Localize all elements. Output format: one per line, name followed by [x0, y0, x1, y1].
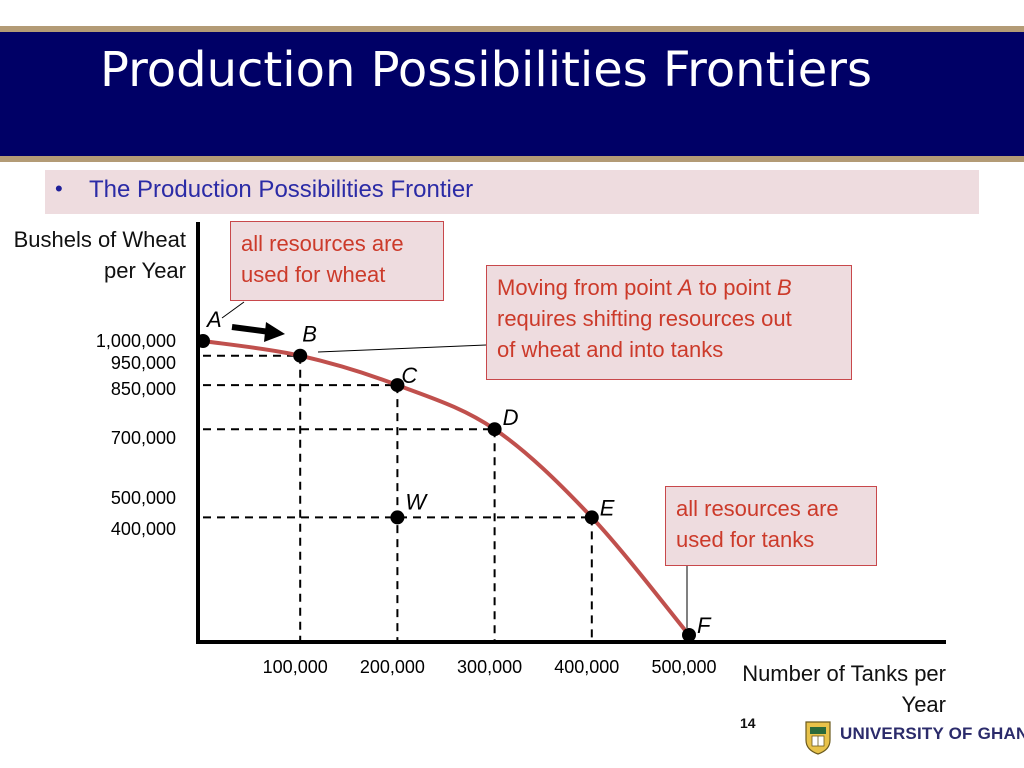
x-tick-0: 100,000 [263, 657, 328, 677]
title-bottom-rule [0, 156, 1024, 162]
point-W [390, 510, 405, 525]
callout-move-line3: of wheat and into tanks [497, 337, 724, 362]
callout-move-line2: requires shifting resources out [497, 306, 792, 331]
leader-wheat [221, 301, 245, 319]
x-tick-labels: 100,000 200,000 300,000 400,000 500,000 [263, 657, 717, 677]
callout-move-point-b: B [777, 275, 792, 300]
callout-move-line1: Moving from point A to point B [497, 272, 841, 303]
x-tick-1: 200,000 [360, 657, 425, 677]
y-tick-4: 500,000 [111, 488, 176, 508]
point-A [196, 334, 210, 348]
point-label-B: B [302, 322, 317, 347]
point-label-F: F [697, 613, 712, 638]
point-label-D: D [503, 405, 519, 430]
y-tick-0: 1,000,000 [96, 331, 176, 351]
point-label-W: W [405, 489, 428, 514]
leader-lines [221, 301, 688, 628]
data-points [196, 334, 696, 642]
point-E [584, 510, 599, 525]
x-tick-3: 400,000 [554, 657, 619, 677]
callout-tanks-line1: all resources are [676, 496, 839, 521]
y-tick-3: 700,000 [111, 428, 176, 448]
x-tick-4: 500,000 [651, 657, 716, 677]
y-axis-label-line2: per Year [104, 258, 186, 283]
callout-move-a-to-b: Moving from point A to point B requires … [486, 265, 852, 380]
y-axis-label-line1: Bushels of Wheat [13, 227, 186, 252]
y-tick-5: 400,000 [111, 519, 176, 539]
callout-all-tanks: all resources are used for tanks [665, 486, 877, 566]
callout-move-point-a: A [677, 275, 693, 300]
university-crest-icon [805, 721, 831, 755]
y-tick-1: 950,000 [111, 353, 176, 373]
page-number: 14 [740, 715, 756, 731]
point-label-C: C [401, 363, 417, 388]
slide-title: Production Possibilities Frontiers [100, 42, 873, 98]
title-band [0, 32, 1024, 156]
point-label-E: E [600, 495, 615, 520]
x-axis-label: Number of Tanks per Year [720, 658, 946, 720]
callout-all-wheat: all resources are used for wheat [230, 221, 444, 301]
callout-move-text-a: Moving from point [497, 275, 678, 300]
point-D [487, 422, 502, 437]
point-B [293, 348, 308, 363]
y-axis-label: Bushels of Wheat per Year [0, 224, 186, 286]
point-label-A: A [205, 307, 222, 332]
bullet-icon: • [55, 176, 63, 201]
point-C [390, 378, 405, 393]
x-tick-2: 300,000 [457, 657, 522, 677]
point-F [682, 628, 696, 642]
point-labels: A B C D E F W [205, 307, 712, 638]
callout-wheat-line2: used for wheat [241, 262, 386, 287]
top-rule [0, 26, 1024, 32]
leader-move [317, 344, 487, 353]
callout-move-text-b: to point [692, 275, 778, 300]
guide-lines [203, 354, 593, 640]
move-arrow-icon [231, 322, 285, 342]
callout-tanks-line2: used for tanks [676, 527, 815, 552]
bullet-text: The Production Possibilities Frontier [89, 176, 474, 203]
x-axis-label-line1: Number of Tanks per [742, 661, 946, 686]
callout-wheat-line1: all resources are [241, 231, 404, 256]
university-name: UNIVERSITY OF GHANA [840, 724, 1024, 743]
bullet-bar [45, 170, 979, 214]
x-axis-label-line2: Year [901, 692, 946, 717]
y-tick-2: 850,000 [111, 379, 176, 399]
